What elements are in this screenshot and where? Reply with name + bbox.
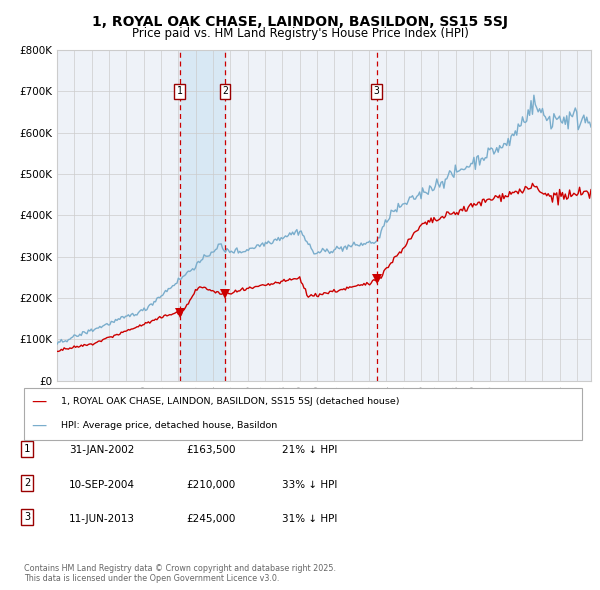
Bar — [225, 50, 377, 381]
Text: 31-JAN-2002: 31-JAN-2002 — [69, 445, 134, 455]
Text: 11-JUN-2013: 11-JUN-2013 — [69, 514, 135, 524]
Text: 21% ↓ HPI: 21% ↓ HPI — [282, 445, 337, 455]
Text: 2: 2 — [24, 478, 30, 488]
Text: 1, ROYAL OAK CHASE, LAINDON, BASILDON, SS15 5SJ: 1, ROYAL OAK CHASE, LAINDON, BASILDON, S… — [92, 15, 508, 29]
Text: Price paid vs. HM Land Registry's House Price Index (HPI): Price paid vs. HM Land Registry's House … — [131, 27, 469, 40]
Bar — [180, 50, 225, 381]
Text: Contains HM Land Registry data © Crown copyright and database right 2025.
This d: Contains HM Land Registry data © Crown c… — [24, 563, 336, 583]
Text: 3: 3 — [374, 87, 380, 96]
Text: HPI: Average price, detached house, Basildon: HPI: Average price, detached house, Basi… — [61, 421, 277, 430]
Text: —: — — [31, 394, 46, 409]
Text: 10-SEP-2004: 10-SEP-2004 — [69, 480, 135, 490]
Bar — [376, 50, 377, 381]
Text: 1: 1 — [177, 87, 182, 96]
Text: 33% ↓ HPI: 33% ↓ HPI — [282, 480, 337, 490]
Text: 3: 3 — [24, 512, 30, 522]
Text: 31% ↓ HPI: 31% ↓ HPI — [282, 514, 337, 524]
Text: —: — — [31, 418, 46, 433]
Text: £210,000: £210,000 — [186, 480, 235, 490]
Text: £245,000: £245,000 — [186, 514, 235, 524]
Text: 2: 2 — [222, 87, 228, 96]
Text: 1: 1 — [24, 444, 30, 454]
Text: £163,500: £163,500 — [186, 445, 235, 455]
Text: 1, ROYAL OAK CHASE, LAINDON, BASILDON, SS15 5SJ (detached house): 1, ROYAL OAK CHASE, LAINDON, BASILDON, S… — [61, 397, 400, 406]
